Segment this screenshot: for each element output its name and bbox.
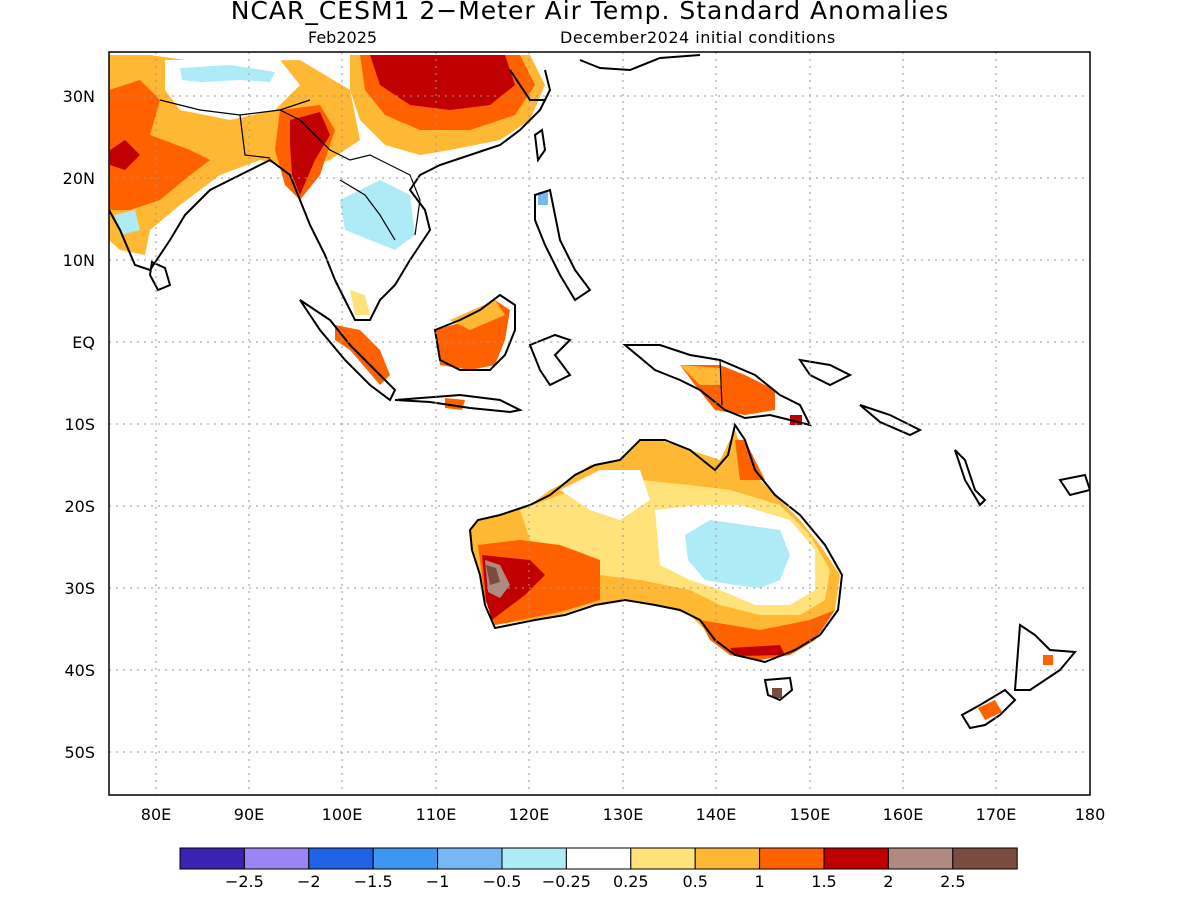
anomaly-region-china-core: [370, 55, 515, 110]
anomaly-region-west-australia-max: [486, 565, 500, 585]
anomaly-region-borneo-warm: [450, 300, 505, 330]
anomaly-region-philippines: [538, 192, 548, 205]
lon-label: 160E: [883, 805, 924, 824]
colorbar-swatch: [823, 847, 889, 870]
colorbar-label: −1.5: [354, 872, 393, 891]
coastlines: [109, 54, 1090, 730]
anomaly-region-victoria-core: [730, 645, 785, 656]
anomaly-region-tibet-cool: [180, 65, 275, 82]
colorbar-label: −2: [297, 872, 321, 891]
coastline-sumatra: [299, 299, 397, 402]
anomaly-region-malaya: [350, 290, 370, 315]
latitude-labels: 30N 20N 10N EQ 10S 20S 30S 40S 50S: [63, 87, 95, 762]
anomaly-region-india-core: [110, 140, 140, 170]
coastline-vanuatu: [954, 449, 987, 507]
coastline-taiwan: [533, 128, 547, 163]
coastline-new-britain: [797, 358, 853, 387]
lon-label: 130E: [603, 805, 644, 824]
map-title: NCAR_CESM1 2−Meter Air Temp. Standard An…: [230, 0, 950, 25]
lat-label: 30S: [64, 579, 95, 598]
anomaly-region-indochina-cool: [340, 180, 415, 250]
lat-label: 20S: [64, 497, 95, 516]
colorbar-label: −0.5: [483, 872, 522, 891]
lat-label: EQ: [72, 333, 95, 352]
colorbar-swatch: [630, 847, 696, 870]
colorbar-label: 2.5: [940, 872, 965, 891]
coastline-new-zealand-south: [960, 688, 1017, 730]
colorbar-label: −2.5: [225, 872, 264, 891]
anomaly-region-australia-neutral: [560, 470, 650, 520]
lon-label: 170E: [976, 805, 1017, 824]
coastline-korea: [509, 69, 545, 101]
anomaly-region-india-hot: [109, 80, 210, 210]
coastline-india: [109, 158, 336, 281]
coastline-japan: [579, 54, 701, 72]
coastline-java: [394, 393, 524, 414]
colorbar-swatches: [179, 847, 1018, 870]
colorbar-label: −0.25: [542, 872, 591, 891]
anomaly-region-tasmania: [772, 688, 782, 698]
coastline-sulawesi: [528, 333, 572, 387]
lon-label: 120E: [509, 805, 550, 824]
anomaly-region-india: [109, 55, 360, 255]
lon-label: 180: [1075, 805, 1106, 824]
coastline-indochina: [334, 69, 552, 321]
anomaly-region-new-zealand-north: [1043, 655, 1053, 665]
lon-label: 110E: [416, 805, 457, 824]
anomaly-region-southeast-australia-hot: [700, 610, 835, 660]
colorbar-swatch: [501, 847, 567, 870]
lat-label: 10N: [63, 251, 95, 270]
country-borders: [159, 99, 723, 406]
colorbar-label: 1.5: [811, 872, 836, 891]
anomaly-region-india-cool: [115, 210, 140, 235]
lat-label: 10S: [64, 415, 95, 434]
lon-label: 140E: [696, 805, 737, 824]
lon-label: 90E: [234, 805, 264, 824]
colorbar-labels: −2.5 −2 −1.5 −1 −0.5 −0.25 0.25 0.5 1 1.5 2 2.5: [225, 872, 966, 891]
anomaly-region-cape-york: [735, 440, 765, 480]
valid-month-label: Feb2025: [308, 28, 378, 47]
colorbar-swatch: [308, 847, 374, 870]
anomaly-shading: [109, 55, 1053, 720]
graticule: [109, 52, 1090, 795]
colorbar-label: 1: [755, 872, 765, 891]
coastline-australia: [468, 422, 844, 664]
colorbar-swatch: [952, 847, 1018, 870]
lat-label: 40S: [64, 661, 95, 680]
lon-label: 100E: [322, 805, 363, 824]
colorbar-label: 0.25: [613, 872, 649, 891]
colorbar-label: 2: [883, 872, 893, 891]
coastline-sri-lanka: [148, 260, 172, 292]
coastline-philippines: [534, 188, 592, 302]
colorbar-swatch: [179, 847, 245, 870]
initial-conditions-label: December2024 initial conditions: [560, 28, 836, 47]
colorbar-swatch: [759, 847, 825, 870]
colorbar: −2.5 −2 −1.5 −1 −0.5 −0.25 0.25 0.5 1 1.5 2 2.5: [179, 847, 1018, 891]
colorbar-swatch: [694, 847, 761, 870]
colorbar-swatch: [372, 847, 439, 870]
anomaly-region-new-guinea-warm: [680, 365, 722, 385]
colorbar-label: −1: [426, 872, 450, 891]
coastline-new-guinea: [622, 344, 812, 427]
colorbar-swatch: [565, 847, 632, 870]
coastline-new-zealand-north: [1013, 623, 1078, 691]
lat-label: 30N: [63, 87, 95, 106]
coastline-solomons: [859, 404, 923, 437]
lat-label: 50S: [64, 743, 95, 762]
lon-label: 80E: [141, 805, 171, 824]
colorbar-swatch: [437, 847, 503, 870]
coastline-tasmania: [763, 676, 794, 702]
lat-label: 20N: [63, 169, 95, 188]
longitude-labels: 80E 90E 100E 110E 120E 130E 140E 150E 16…: [141, 805, 1106, 824]
colorbar-swatch: [243, 847, 310, 870]
colorbar-swatch: [887, 847, 954, 870]
colorbar-label: 0.5: [682, 872, 707, 891]
anomaly-region-myanmar-core: [290, 112, 330, 195]
map-frame: [108, 51, 1091, 796]
anomaly-region-australia-cool: [685, 520, 790, 588]
lon-label: 150E: [790, 805, 831, 824]
coastline-borneo: [433, 293, 516, 371]
coastline-fiji: [1058, 473, 1090, 497]
